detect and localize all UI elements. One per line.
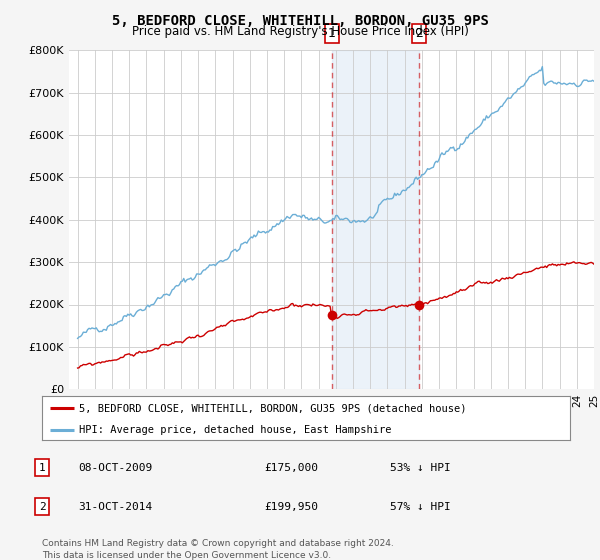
Text: 5, BEDFORD CLOSE, WHITEHILL, BORDON, GU35 9PS (detached house): 5, BEDFORD CLOSE, WHITEHILL, BORDON, GU3… (79, 403, 466, 413)
Text: 1: 1 (38, 463, 46, 473)
Text: Contains HM Land Registry data © Crown copyright and database right 2024.
This d: Contains HM Land Registry data © Crown c… (42, 539, 394, 559)
Text: 2: 2 (38, 502, 46, 512)
Text: 2: 2 (415, 27, 423, 40)
Text: 53% ↓ HPI: 53% ↓ HPI (390, 463, 451, 473)
Text: 5, BEDFORD CLOSE, WHITEHILL, BORDON, GU35 9PS: 5, BEDFORD CLOSE, WHITEHILL, BORDON, GU3… (112, 14, 488, 28)
Text: 31-OCT-2014: 31-OCT-2014 (78, 502, 152, 512)
Text: £175,000: £175,000 (264, 463, 318, 473)
Text: 57% ↓ HPI: 57% ↓ HPI (390, 502, 451, 512)
Bar (332, 50, 419, 389)
Text: 1: 1 (328, 27, 336, 40)
Text: HPI: Average price, detached house, East Hampshire: HPI: Average price, detached house, East… (79, 425, 391, 435)
Text: £199,950: £199,950 (264, 502, 318, 512)
Text: Price paid vs. HM Land Registry's House Price Index (HPI): Price paid vs. HM Land Registry's House … (131, 25, 469, 38)
Text: 08-OCT-2009: 08-OCT-2009 (78, 463, 152, 473)
